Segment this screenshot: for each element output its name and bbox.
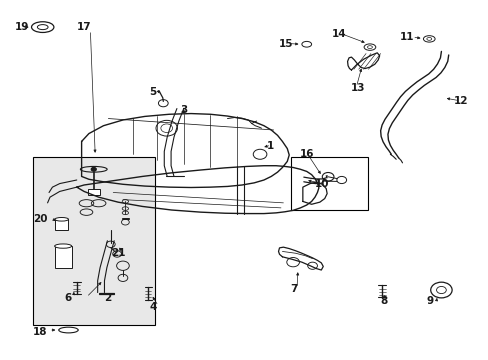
Ellipse shape xyxy=(55,217,68,221)
Text: 1: 1 xyxy=(266,141,273,151)
Bar xyxy=(88,189,100,195)
Text: 19: 19 xyxy=(15,22,29,32)
Text: 21: 21 xyxy=(111,248,125,258)
Text: 4: 4 xyxy=(149,302,157,312)
Text: 13: 13 xyxy=(350,83,364,93)
Text: 3: 3 xyxy=(180,105,187,115)
Text: 11: 11 xyxy=(399,32,414,42)
Ellipse shape xyxy=(31,22,54,32)
Text: 7: 7 xyxy=(290,284,298,294)
Text: 15: 15 xyxy=(278,39,292,49)
Bar xyxy=(55,219,68,230)
Ellipse shape xyxy=(301,41,311,47)
Ellipse shape xyxy=(55,244,72,248)
Bar xyxy=(290,157,368,210)
Text: 16: 16 xyxy=(299,149,313,159)
Text: 10: 10 xyxy=(314,179,329,189)
Ellipse shape xyxy=(423,36,434,42)
Bar xyxy=(55,246,72,267)
Circle shape xyxy=(91,167,96,171)
Text: 18: 18 xyxy=(33,327,47,337)
Text: 9: 9 xyxy=(426,296,433,306)
Text: 12: 12 xyxy=(453,96,467,107)
Text: 6: 6 xyxy=(64,293,72,303)
Bar xyxy=(33,157,154,325)
Text: 17: 17 xyxy=(77,22,91,32)
Text: 8: 8 xyxy=(380,296,387,306)
Text: 14: 14 xyxy=(331,28,346,39)
Text: 5: 5 xyxy=(149,87,157,98)
Text: 20: 20 xyxy=(33,214,47,224)
Text: 2: 2 xyxy=(104,293,111,303)
Ellipse shape xyxy=(364,44,375,50)
